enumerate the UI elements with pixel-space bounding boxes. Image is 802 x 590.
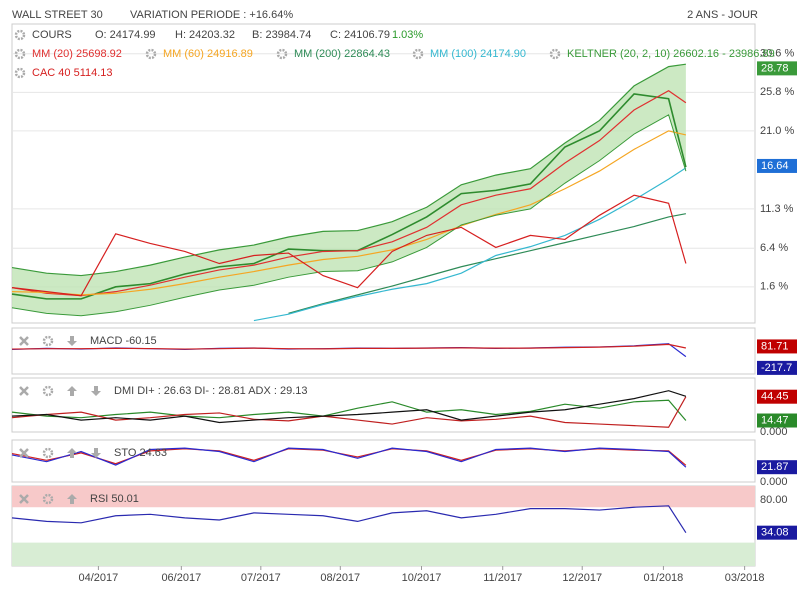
series-line <box>11 390 687 424</box>
settings-icon[interactable] <box>42 385 54 397</box>
settings-icon[interactable] <box>14 48 26 60</box>
y-tick-label: 1.6 % <box>760 281 788 293</box>
panel-frame <box>11 439 756 483</box>
x-tick-label: 06/2017 <box>161 572 201 584</box>
band <box>12 486 755 508</box>
legend-entry[interactable]: MM (200) 22864.43 <box>294 48 390 60</box>
series-line <box>11 399 687 421</box>
value-marker <box>757 413 797 428</box>
settings-icon[interactable] <box>42 447 54 459</box>
y-tick-label: 25.8 % <box>760 86 794 98</box>
move-up-icon[interactable] <box>67 494 77 504</box>
change-value: 1.03% <box>392 29 423 41</box>
close-icon[interactable] <box>19 336 29 346</box>
x-tick-label: 03/2018 <box>725 572 765 584</box>
quote-value: H: 24203.32 <box>175 29 235 41</box>
series-line <box>11 63 686 277</box>
value-marker-label: 14.47 <box>761 414 789 426</box>
legend-entry[interactable]: CAC 40 5114.13 <box>32 67 113 79</box>
close-icon[interactable] <box>19 448 29 458</box>
move-down-icon[interactable] <box>91 448 101 458</box>
y-tick-label: 11.3 % <box>760 203 794 215</box>
x-tick-label: 08/2017 <box>320 572 360 584</box>
y-tick-label: 21.0 % <box>760 125 794 137</box>
close-icon[interactable] <box>19 386 29 396</box>
series-line <box>11 194 687 297</box>
x-tick-label: 11/2017 <box>483 572 522 584</box>
settings-icon[interactable] <box>412 48 424 60</box>
settings-icon[interactable] <box>276 48 288 60</box>
period[interactable]: 2 ANS - JOUR <box>687 9 758 21</box>
quote-value: C: 24106.79 <box>330 29 390 41</box>
move-down-icon[interactable] <box>91 386 101 396</box>
legend-entry[interactable]: MM (60) 24916.89 <box>163 48 253 60</box>
series-line <box>11 343 687 350</box>
series-line <box>11 396 687 428</box>
legend-entry[interactable]: KELTNER (20, 2, 10) 26602.16 - 23986.89 <box>567 48 775 60</box>
x-tick-label: 12/2017 <box>562 572 602 584</box>
y-tick-label: 30.6 % <box>760 48 794 60</box>
x-tick-label: 01/2018 <box>644 572 684 584</box>
legend-entry[interactable]: COURS <box>32 29 72 41</box>
value-marker <box>757 158 797 173</box>
panel-title: DMI DI+ : 26.63 DI- : 28.81 ADX : 29.13 <box>114 385 308 397</box>
value-marker-label: 21.87 <box>761 461 789 473</box>
series-line <box>11 130 687 296</box>
quote-value: B: 23984.74 <box>252 29 311 41</box>
legend-entry[interactable]: MM (20) 25698.92 <box>32 48 122 60</box>
series-line <box>253 167 687 322</box>
value-marker-label: 81.71 <box>761 340 789 352</box>
value-marker-label: 34.08 <box>761 527 789 539</box>
instrument-title: WALL STREET 30 <box>12 9 103 21</box>
y-tick-label: 6.4 % <box>760 242 788 254</box>
settings-icon[interactable] <box>14 29 26 41</box>
settings-icon[interactable] <box>145 48 157 60</box>
variation: VARIATION PERIODE : +16.64% <box>130 9 293 21</box>
y-tick-label: 80.00 <box>760 494 788 506</box>
value-marker-label: 16.64 <box>761 160 789 172</box>
settings-icon[interactable] <box>14 67 26 79</box>
band-fill <box>12 64 686 316</box>
legend-entry[interactable]: MM (100) 24174.90 <box>430 48 526 60</box>
x-tick-label: 04/2017 <box>79 572 119 584</box>
quote-value: O: 24174.99 <box>95 29 156 41</box>
series-line <box>11 505 687 533</box>
panel-frame <box>11 327 756 375</box>
move-down-icon[interactable] <box>67 336 77 346</box>
value-marker <box>757 339 797 354</box>
close-icon[interactable] <box>19 494 29 504</box>
value-marker <box>757 460 797 475</box>
move-up-icon[interactable] <box>67 448 77 458</box>
value-marker <box>757 389 797 404</box>
panel-title: MACD -60.15 <box>90 335 157 347</box>
series-line <box>11 90 687 297</box>
x-tick-label: 10/2017 <box>402 572 442 584</box>
series-line <box>288 213 686 314</box>
series-line <box>11 447 687 468</box>
panel-title: RSI 50.01 <box>90 493 139 505</box>
value-marker-label: -217.7 <box>761 362 792 374</box>
y-tick-label: 0.000 <box>760 476 788 488</box>
move-up-icon[interactable] <box>67 386 77 396</box>
band <box>12 542 755 566</box>
y-tick-label: 0.000 <box>760 426 788 438</box>
value-marker-label: 44.45 <box>761 391 789 403</box>
panel-title: STO 24.63 <box>114 447 167 459</box>
settings-icon[interactable] <box>42 493 54 505</box>
settings-icon[interactable] <box>42 335 54 347</box>
value-marker <box>757 525 797 540</box>
value-marker <box>757 61 797 76</box>
settings-icon[interactable] <box>549 48 561 60</box>
value-marker <box>757 360 797 375</box>
series-line <box>11 114 687 317</box>
x-tick-label: 07/2017 <box>241 572 281 584</box>
value-marker-label: 28.78 <box>761 62 789 74</box>
